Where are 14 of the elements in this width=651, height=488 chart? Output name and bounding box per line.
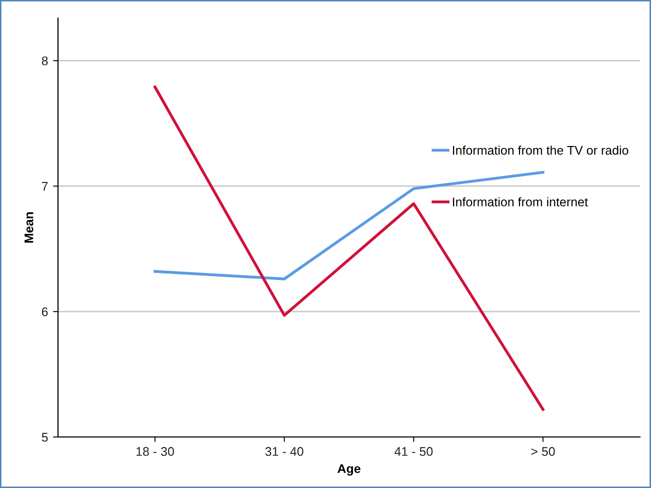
x-tick-label: 31 - 40 xyxy=(265,447,304,456)
y-tick-label: 6 xyxy=(42,307,48,316)
line-series xyxy=(154,170,544,280)
y-tick-label: 8 xyxy=(42,56,48,66)
legend-label: Information from the TV or radio xyxy=(452,146,628,155)
x-tick-label: 41 - 50 xyxy=(394,447,433,456)
legend-label: Information from internet xyxy=(452,197,588,206)
y-axis-title: Mean xyxy=(24,212,34,243)
x-axis-title: Age xyxy=(338,464,360,476)
line-series xyxy=(154,86,544,411)
y-tick-label: 5 xyxy=(42,432,48,442)
x-tick-label: 18 - 30 xyxy=(136,447,174,456)
y-tick-label: 7 xyxy=(42,182,48,191)
x-tick-label: > 50 xyxy=(531,447,555,456)
